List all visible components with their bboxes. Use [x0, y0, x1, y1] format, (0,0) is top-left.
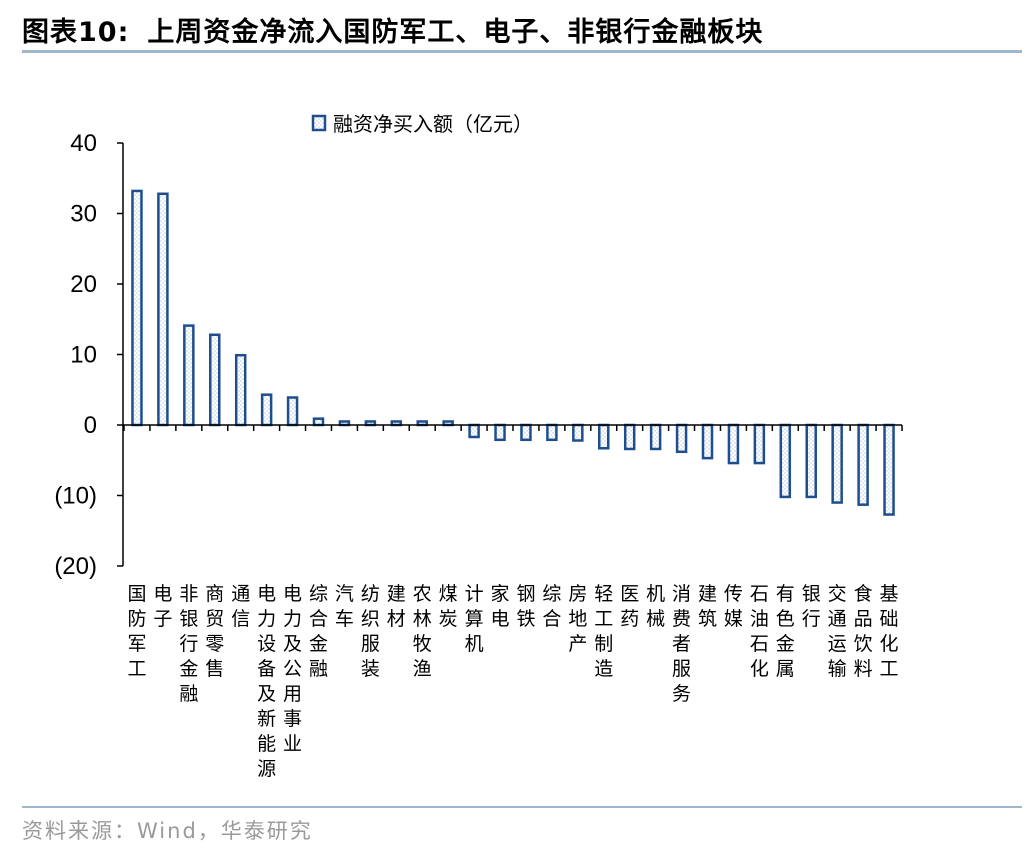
bar [209, 333, 221, 427]
y-axis: 40 30 20 10 0 (10) (20) [54, 130, 124, 580]
title-rule [22, 50, 1022, 53]
bar-chart: 融资净买入额（亿元） 40 30 20 10 0 (10) (20) 国防军工电子非银行金融… [54, 112, 903, 780]
bar [675, 423, 688, 454]
y-tick-label: 20 [70, 271, 97, 298]
x-tick-label: 汽车 [335, 583, 354, 630]
x-tick-label: 电子 [153, 583, 172, 630]
source-rule [22, 806, 1022, 808]
x-tick-label: 轻工制造 [594, 583, 613, 680]
x-tick-label: 钢铁 [516, 583, 535, 630]
figure-title: 图表10: 上周资金净流入国防军工、电子、非银行金融板块 [22, 10, 763, 49]
x-axis-labels: 国防军工电子非银行金融商贸零售通信电力设备及新能源电力及公用事业综合金融汽车纺织… [127, 583, 898, 780]
bar [598, 423, 610, 450]
x-tick-label: 电力设备及新能源 [257, 583, 276, 780]
x-tick-label: 银行 [802, 583, 821, 630]
bar [572, 423, 584, 442]
bar [623, 423, 636, 451]
bar [157, 192, 169, 427]
bar [883, 423, 895, 516]
bar [805, 423, 817, 499]
x-tick-label: 消费者服务 [672, 583, 691, 705]
bar [779, 423, 792, 499]
x-tick-label: 机械 [646, 583, 665, 630]
legend-swatch [311, 114, 327, 132]
bar [701, 423, 714, 460]
y-tick-label: 0 [84, 412, 97, 439]
bar [753, 423, 766, 465]
x-tick-label: 石油石化 [750, 583, 769, 680]
bar [312, 417, 325, 427]
bar [234, 353, 247, 427]
bar [520, 423, 532, 442]
bar [183, 324, 195, 427]
x-tick-label: 建材 [387, 583, 406, 630]
y-tick-label: (10) [54, 483, 97, 510]
x-tick-label: 有色金属 [776, 583, 795, 680]
x-tick-label: 基础化工 [880, 583, 899, 680]
x-tick-label: 综合金融 [309, 583, 328, 680]
bar [649, 423, 662, 451]
bar [727, 423, 740, 465]
x-tick-label: 交通运输 [828, 583, 847, 680]
x-tick-label: 国防军工 [127, 583, 146, 680]
x-tick-label: 医药 [620, 583, 639, 630]
figure-title-number: 图表10: [22, 17, 130, 48]
bar [131, 189, 143, 427]
legend-label: 融资净买入额（亿元） [333, 112, 533, 136]
y-tick-label: 40 [70, 130, 97, 157]
y-tick-label: (20) [54, 553, 97, 580]
y-tick-label: 10 [70, 342, 97, 369]
bar [286, 396, 299, 427]
bar [831, 423, 843, 504]
x-tick-label: 通信 [231, 583, 250, 630]
source-note: 资料来源：Wind，华泰研究 [22, 819, 313, 843]
bar [494, 423, 506, 442]
x-tick-label: 商贸零售 [205, 583, 224, 680]
bar [546, 423, 558, 442]
x-tick-label: 综合 [542, 583, 561, 630]
bar [857, 423, 869, 506]
x-tick-label: 计算机 [465, 583, 484, 655]
bars [131, 189, 895, 516]
bar [260, 393, 273, 427]
figure-title-text: 上周资金净流入国防军工、电子、非银行金融板块 [147, 17, 764, 48]
x-tick-label: 农林牧渔 [413, 583, 432, 680]
y-tick-label: 30 [70, 201, 97, 228]
x-tick-label: 建筑 [698, 583, 717, 630]
bar [468, 423, 480, 439]
x-tick-label: 电力及公用事业 [283, 583, 302, 755]
x-axis [123, 424, 903, 431]
x-tick-label: 传媒 [724, 583, 743, 630]
x-tick-label: 家电 [491, 583, 510, 630]
chart-legend: 融资净买入额（亿元） [311, 112, 533, 136]
x-tick-label: 纺织服装 [361, 583, 380, 680]
x-tick-label: 煤炭 [439, 583, 458, 630]
x-tick-label: 非银行金融 [179, 583, 198, 705]
x-tick-label: 食品饮料 [854, 583, 873, 680]
x-tick-label: 房地产 [568, 583, 587, 655]
